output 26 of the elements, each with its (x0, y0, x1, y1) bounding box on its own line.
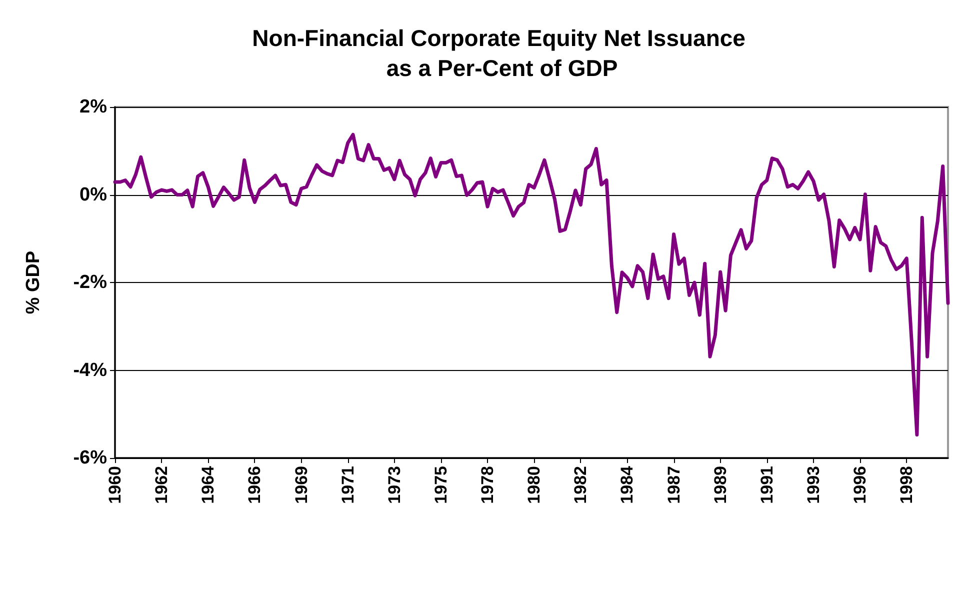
x-tick-label: 1991 (757, 466, 776, 504)
y-axis-title: % GDP (23, 250, 44, 314)
x-tick-label: 1982 (571, 466, 590, 504)
chart-title: Non-Financial Corporate Equity Net Issuance as a Per-Cent of GDP (252, 25, 752, 81)
x-tick-label: 1996 (850, 466, 870, 504)
y-tick-label: 0% (80, 184, 108, 206)
x-tick-label: 1987 (664, 466, 684, 504)
x-tick-label: 1980 (524, 466, 544, 504)
x-tick-label: 1960 (106, 466, 124, 504)
x-tick-label: 1966 (245, 466, 264, 504)
x-tick-label: 1989 (710, 466, 730, 504)
x-tick-label: 1971 (338, 466, 358, 504)
y-tick-label: -6% (73, 448, 108, 468)
y-tick-label: -4% (73, 360, 108, 381)
x-tick-label: 1998 (897, 466, 916, 504)
x-tick-label: 1962 (152, 466, 172, 504)
y-tick-label: -2% (73, 272, 108, 293)
x-tick-label: 1975 (431, 466, 450, 504)
x-tick-label: 1969 (292, 466, 311, 504)
line-series (113, 132, 950, 436)
x-tick-label: 1978 (478, 466, 498, 504)
x-tick-label: 1973 (384, 466, 404, 504)
x-tick-label: 1964 (198, 465, 218, 504)
y-tick-label: 2% (80, 96, 108, 118)
x-tick-label: 1993 (804, 466, 823, 504)
x-tick-label: 1984 (618, 465, 637, 504)
